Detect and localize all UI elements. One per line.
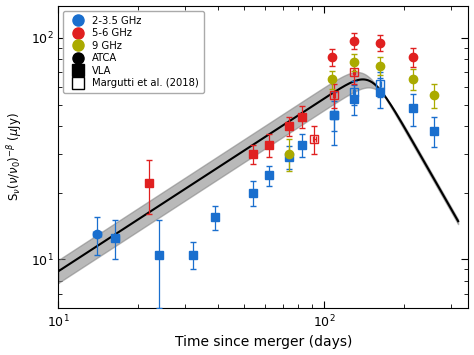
Legend: 2-3.5 GHz, 5-6 GHz, 9 GHz, ATCA, VLA, Margutti et al. (2018): 2-3.5 GHz, 5-6 GHz, 9 GHz, ATCA, VLA, Ma… bbox=[64, 11, 204, 93]
Y-axis label: S$_{\nu}$($\nu$/$\nu_0$)$^{-\beta}$ ($\mu$Jy): S$_{\nu}$($\nu$/$\nu_0$)$^{-\beta}$ ($\m… bbox=[6, 113, 25, 201]
X-axis label: Time since merger (days): Time since merger (days) bbox=[175, 335, 352, 349]
